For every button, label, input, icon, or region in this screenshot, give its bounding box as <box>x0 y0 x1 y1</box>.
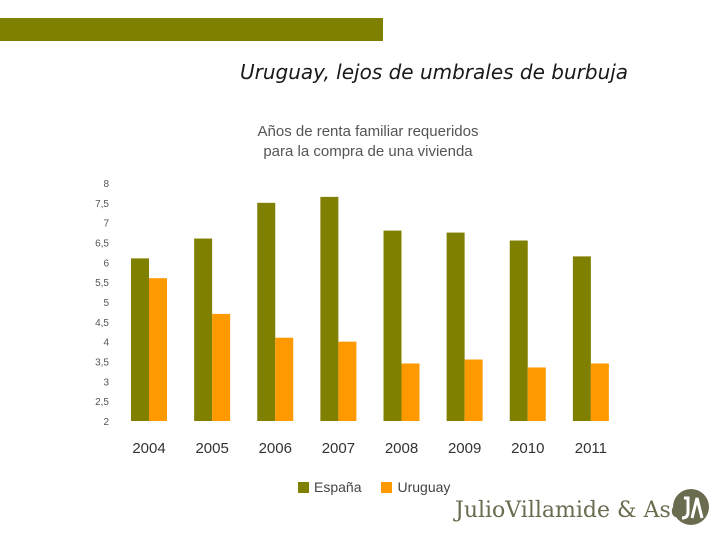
bar-espana <box>446 232 465 421</box>
y-tick-label: 5,5 <box>95 278 109 289</box>
x-tick-label: 2007 <box>322 440 355 457</box>
legend-label-espana: España <box>314 479 362 495</box>
legend-item-uruguay: Uruguay <box>381 479 450 495</box>
y-tick-label: 4,5 <box>95 318 109 329</box>
x-tick-label: 2006 <box>259 440 292 457</box>
chart-title: Años de renta familiar requeridos para l… <box>218 122 518 162</box>
y-tick-label: 4 <box>103 338 109 349</box>
x-tick-label: 2004 <box>132 440 165 457</box>
x-tick-label: 2008 <box>385 440 418 457</box>
chart-title-line-2: para la compra de una vivienda <box>263 143 473 160</box>
y-tick-label: 3,5 <box>95 358 109 369</box>
y-tick-label: 7 <box>103 219 109 230</box>
y-tick-label: 8 <box>103 179 109 190</box>
y-tick-label: 6,5 <box>95 239 109 250</box>
bar-uruguay <box>464 359 483 421</box>
bar-espana <box>257 202 276 421</box>
bar-espana <box>131 258 149 421</box>
bar-espana <box>509 240 528 421</box>
chart-legend: España Uruguay <box>298 478 470 496</box>
legend-swatch-espana <box>298 481 309 493</box>
company-logo-text: JulioVillamide & Asoc. <box>455 498 704 523</box>
y-tick-label: 5 <box>103 298 109 309</box>
company-logo-icon <box>673 489 709 525</box>
bar-uruguay <box>590 363 609 421</box>
legend-label-uruguay: Uruguay <box>397 479 451 495</box>
legend-item-espana: España <box>298 479 361 495</box>
bar-uruguay <box>149 278 167 421</box>
y-tick-label: 6 <box>103 258 109 269</box>
bar-espana <box>194 238 213 421</box>
bar-uruguay <box>275 337 294 421</box>
y-tick-label: 3 <box>103 377 109 388</box>
bar-uruguay <box>212 313 231 421</box>
x-tick-label: 2011 <box>575 440 607 457</box>
bar-espana <box>320 196 339 421</box>
y-tick-label: 7,5 <box>95 199 109 210</box>
x-tick-label: 2009 <box>448 440 481 457</box>
bar-uruguay <box>527 367 546 421</box>
x-tick-label: 2010 <box>511 440 544 457</box>
bar-uruguay <box>338 341 357 421</box>
bar-espana <box>572 256 591 421</box>
x-tick-label: 2005 <box>195 440 228 457</box>
top-accent-bar <box>0 18 383 41</box>
slide-title: Uruguay, lejos de umbrales de burbuja <box>240 60 629 84</box>
y-tick-label: 2,5 <box>95 397 109 408</box>
chart-title-line-1: Años de renta familiar requeridos <box>257 123 479 140</box>
legend-swatch-uruguay <box>381 481 393 493</box>
y-tick-label: 2 <box>103 417 109 428</box>
bar-espana <box>383 230 402 421</box>
bar-uruguay <box>401 363 420 421</box>
